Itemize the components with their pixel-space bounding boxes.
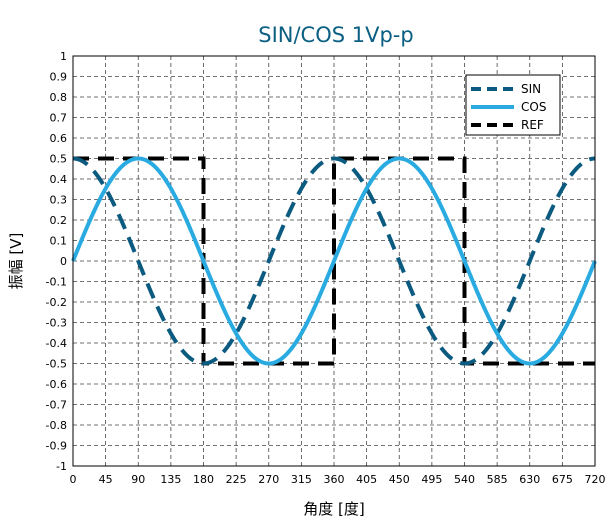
y-tick-label: -0.5	[46, 358, 67, 371]
x-tick-label: 720	[585, 473, 606, 486]
series-line-sin	[72, 156, 596, 366]
y-tick-label: -0.1	[46, 276, 67, 289]
y-tick-label: -0.3	[46, 317, 67, 330]
y-tick-label: -1	[56, 460, 67, 473]
y-tick-label: 0	[60, 255, 67, 268]
x-axis-label: 角度 [度]	[303, 500, 364, 518]
x-tick-label: 270	[258, 473, 279, 486]
x-tick-label: 450	[389, 473, 410, 486]
y-tick-label: 0.6	[50, 132, 68, 145]
legend: SIN COS REF	[465, 74, 561, 136]
y-tick-label: -0.8	[46, 419, 67, 432]
legend-label-ref: REF	[521, 118, 544, 132]
legend-label-sin: SIN	[521, 82, 541, 96]
y-tick-label: -0.2	[46, 296, 67, 309]
y-tick-label: 0.7	[50, 112, 68, 125]
x-tick-label: 585	[487, 473, 508, 486]
y-tick-label: -0.6	[46, 378, 67, 391]
y-tick-label: 0.3	[50, 194, 68, 207]
x-tick-label: 45	[99, 473, 113, 486]
y-tick-label: 0.8	[50, 91, 68, 104]
x-tick-label: 225	[226, 473, 247, 486]
plot-frame	[72, 55, 596, 467]
legend-label-cos: COS	[521, 100, 546, 114]
x-tick-labels: 0 45 90 135 180 225 270 315 360 405 450 495 540 585 63…	[70, 473, 606, 486]
series-group	[71, 156, 597, 366]
y-tick-label: -0.7	[46, 399, 67, 412]
y-tick-label: -0.9	[46, 440, 67, 453]
y-tick-label: 0.1	[50, 235, 68, 248]
chart-title: SIN/COS 1Vp-p	[258, 23, 413, 47]
x-tick-label: 495	[421, 473, 442, 486]
x-tick-label: 360	[324, 473, 345, 486]
x-tick-label: 315	[291, 473, 312, 486]
y-tick-label: 0.4	[50, 173, 68, 186]
series-line-cos	[71, 156, 597, 366]
y-tick-label: -0.4	[46, 337, 67, 350]
y-tick-label: 0.5	[50, 153, 68, 166]
x-tick-label: 135	[160, 473, 181, 486]
x-tick-label: 405	[356, 473, 377, 486]
x-tick-label: 540	[454, 473, 475, 486]
y-axis-label: 振幅 [V]	[7, 233, 25, 290]
y-tick-label: 0.9	[50, 71, 68, 84]
y-tick-labels: 1 0.9 0.8 0.7 0.6 0.5 0.4 0.3 0.2 0.1 0 -0.1 -0.2 -0.…	[46, 50, 67, 473]
x-tick-label: 90	[131, 473, 145, 486]
x-tick-label: 0	[70, 473, 77, 486]
x-tick-label: 675	[552, 473, 573, 486]
x-tick-label: 180	[193, 473, 214, 486]
y-tick-label: 0.2	[50, 214, 68, 227]
y-tick-label: 1	[60, 50, 67, 63]
series-line-ref	[73, 156, 595, 366]
x-tick-label: 630	[519, 473, 540, 486]
